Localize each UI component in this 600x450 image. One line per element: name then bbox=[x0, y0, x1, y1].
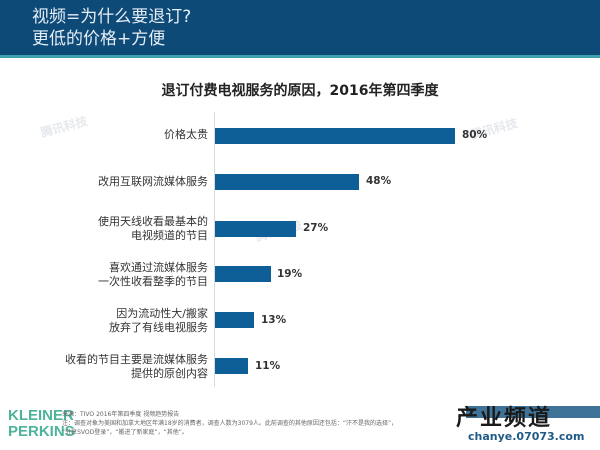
header-accent-line bbox=[0, 55, 600, 58]
bar bbox=[215, 312, 254, 328]
bar bbox=[215, 174, 359, 190]
note-text: “分享SVOD登录”，“搬进了新家庭”，“其他”。 bbox=[62, 429, 188, 436]
bar-label: 改用互联网流媒体服务 bbox=[98, 175, 208, 188]
bar-value: 13% bbox=[261, 314, 287, 326]
bar-label: 收看的节目主要是流媒体服务 提供的原创内容 bbox=[65, 353, 208, 380]
bar-label: 喜欢通过流媒体服务 一次性收看整季的节目 bbox=[98, 261, 208, 288]
slide-title-line2: 更低的价格+方便 bbox=[32, 29, 166, 49]
bar-label: 因为流动性大/搬家 放弃了有线电视服务 bbox=[109, 307, 208, 334]
slide-header: 视频=为什么要退订? 更低的价格+方便 bbox=[0, 0, 600, 55]
brand-url: chanye.07073.com bbox=[468, 430, 585, 443]
bar-value: 27% bbox=[303, 222, 329, 234]
bar bbox=[215, 221, 296, 237]
logo-line2: PERKINS bbox=[8, 423, 75, 440]
bar-value: 80% bbox=[462, 129, 488, 141]
brand-stripe bbox=[466, 406, 600, 418]
chart-axis-line bbox=[214, 112, 215, 387]
source-text: 来源：TIVO 2016年第四季度 视频趋势报告 bbox=[62, 411, 180, 418]
bar bbox=[215, 266, 271, 282]
chanye-watermark-logo: 产业频道 chanye.07073.com bbox=[448, 396, 600, 450]
watermark-text: 腾讯科技 bbox=[39, 114, 90, 140]
slide-title-line1: 视频=为什么要退订? bbox=[32, 7, 192, 27]
bar-value: 19% bbox=[277, 268, 303, 280]
bar-value: 48% bbox=[366, 175, 392, 187]
bar bbox=[215, 128, 455, 144]
kleiner-perkins-logo: KLEINER PERKINS bbox=[8, 408, 75, 440]
bar-value: 11% bbox=[255, 360, 281, 372]
note-text: 注：调查对象为美国和加拿大地区年满18岁的消费者，调查人数为3079人。此前调查… bbox=[62, 420, 398, 427]
footer-notes: 来源：TIVO 2016年第四季度 视频趋势报告 注：调查对象为美国和加拿大地区… bbox=[62, 410, 397, 437]
logo-line1: KLEINER bbox=[8, 407, 74, 424]
chart-title: 退订付费电视服务的原因，2016年第四季度 bbox=[161, 83, 439, 99]
bar-label: 使用天线收看最基本的 电视频道的节目 bbox=[98, 215, 208, 242]
brand-main-text: 产业频道 bbox=[456, 406, 553, 431]
bar bbox=[215, 358, 248, 374]
bar-label: 价格太贵 bbox=[164, 128, 208, 141]
